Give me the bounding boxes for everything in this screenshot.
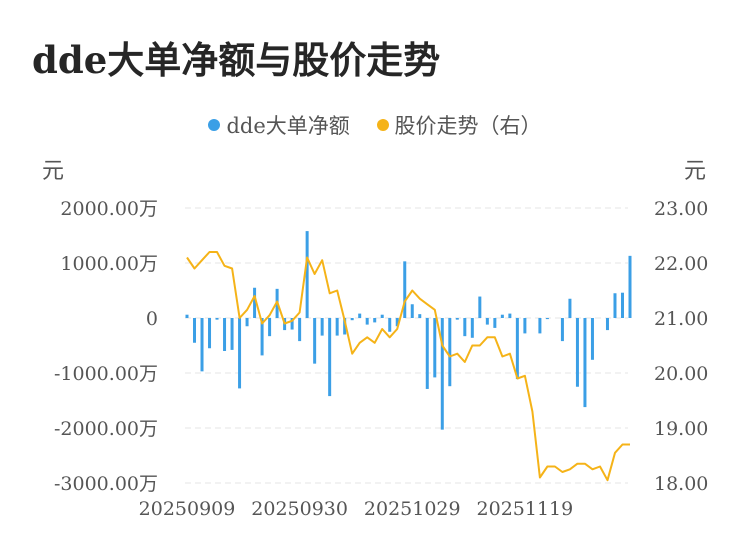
x-axis-ticks: 20250909 20250930 20251029 20251119 [139, 498, 574, 520]
dde-bar [260, 318, 264, 356]
dde-bar [268, 318, 272, 337]
dde-bar [493, 318, 497, 328]
dde-bar [185, 314, 189, 318]
dde-bar [463, 318, 467, 337]
dde-bar [245, 318, 249, 327]
x-tick-label: 20251029 [364, 498, 461, 520]
dde-bar [215, 318, 219, 320]
dde-bar [620, 292, 624, 318]
dde-bar [575, 318, 579, 387]
dde-bar [508, 313, 512, 318]
dde-bar [613, 293, 617, 318]
x-tick-label: 20251119 [477, 498, 574, 520]
left-tick-label: 1000.00万 [60, 253, 158, 275]
dde-bar [200, 318, 204, 372]
dde-bar [373, 318, 377, 323]
dde-bar [193, 318, 197, 343]
dde-bar [395, 318, 399, 327]
dde-bar [335, 318, 339, 336]
dde-bar [418, 314, 422, 318]
right-tick-label: 22.00 [654, 253, 708, 275]
dde-bar [545, 318, 549, 320]
dde-bar [403, 261, 407, 318]
dde-bars [185, 231, 632, 430]
dde-bar [238, 318, 242, 389]
right-tick-label: 18.00 [654, 473, 708, 495]
dde-bar [253, 287, 257, 318]
left-axis-ticks: 2000.00万 1000.00万 0 -1000.00万 -2000.00万 -3000… [54, 198, 158, 495]
legend-dot-price [376, 119, 389, 131]
legend-item-dde[interactable]: dde大单净额 [208, 110, 350, 140]
dde-bar [298, 318, 302, 342]
dde-bar [538, 318, 542, 334]
dde-bar [425, 318, 429, 389]
right-tick-label: 21.00 [654, 308, 708, 330]
dde-bar [448, 318, 452, 387]
dde-bar [515, 318, 519, 380]
price-line-group [186, 251, 630, 482]
right-tick-label: 19.00 [654, 418, 708, 440]
dde-bar [343, 318, 347, 335]
dde-bar [485, 318, 489, 325]
dde-bar [290, 318, 294, 330]
dde-bar [568, 298, 572, 318]
legend-label-dde: dde大单净额 [226, 114, 350, 138]
dde-bar [470, 318, 474, 338]
right-axis-unit: 元 [684, 159, 706, 184]
left-tick-label: 0 [146, 308, 158, 330]
dde-bar [313, 318, 317, 364]
grid-lines [185, 207, 628, 484]
dde-bar [523, 318, 527, 334]
dde-bar [305, 231, 309, 318]
chart-legend: dde大单净额 股价走势（右） [0, 110, 750, 140]
dde-bar [388, 318, 392, 332]
left-axis-unit: 元 [42, 159, 64, 184]
dde-bar [230, 318, 234, 350]
right-axis-ticks: 23.00 22.00 21.00 20.00 19.00 18.00 [654, 198, 708, 495]
dde-bar [350, 318, 354, 321]
dde-bar [478, 296, 482, 318]
left-tick-label: -1000.00万 [54, 363, 158, 385]
dde-bar [605, 318, 609, 331]
dde-bar [365, 318, 369, 325]
right-tick-label: 23.00 [654, 198, 708, 220]
dde-bar [500, 314, 504, 318]
x-tick-label: 20250930 [251, 498, 348, 520]
legend-label-price: 股价走势（右） [394, 114, 542, 138]
dde-bar [440, 318, 444, 430]
dde-bar [223, 318, 227, 351]
price-line [186, 251, 630, 482]
dde-bar [320, 318, 324, 336]
x-tick-label: 20250909 [139, 498, 236, 520]
chart-title: dde大单净额与股价走势 [32, 38, 441, 82]
left-tick-label: -3000.00万 [54, 473, 158, 495]
dde-bar [358, 313, 362, 318]
legend-dot-dde [208, 119, 221, 131]
dde-bar [380, 314, 384, 318]
dde-bar [583, 318, 587, 408]
dde-bar [560, 318, 564, 342]
dde-bar [328, 318, 332, 397]
dde-bar [433, 318, 437, 378]
dde-bar [628, 255, 632, 318]
dde-bar [455, 318, 459, 320]
dde-bar [410, 304, 414, 318]
dde-bar [208, 318, 212, 349]
left-tick-label: -2000.00万 [54, 418, 158, 440]
right-tick-label: 20.00 [654, 363, 708, 385]
legend-item-price[interactable]: 股价走势（右） [376, 110, 542, 140]
left-tick-label: 2000.00万 [60, 198, 158, 220]
dde-bar [590, 318, 594, 360]
